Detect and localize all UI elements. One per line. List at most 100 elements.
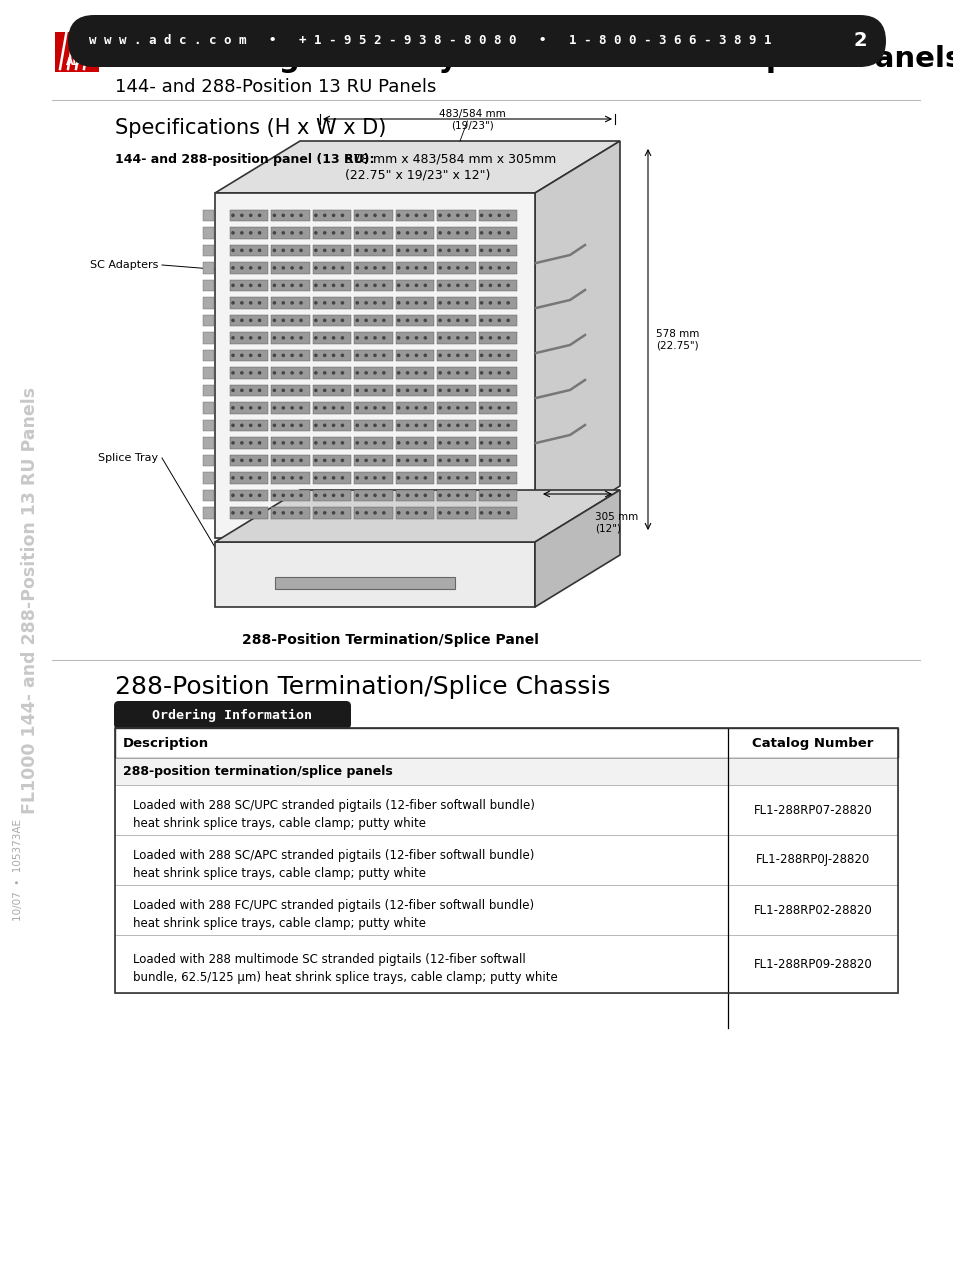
Circle shape bbox=[488, 476, 492, 480]
Circle shape bbox=[447, 214, 451, 218]
Circle shape bbox=[355, 388, 358, 392]
Circle shape bbox=[497, 336, 500, 340]
Circle shape bbox=[299, 406, 302, 410]
Text: SC Adapters: SC Adapters bbox=[90, 259, 158, 270]
Circle shape bbox=[231, 232, 234, 234]
Circle shape bbox=[273, 458, 276, 462]
Bar bbox=[395, 472, 434, 483]
Circle shape bbox=[299, 232, 302, 234]
Bar bbox=[354, 314, 393, 326]
Circle shape bbox=[405, 424, 409, 427]
Circle shape bbox=[437, 248, 441, 252]
Circle shape bbox=[488, 301, 492, 305]
Bar bbox=[478, 262, 517, 273]
Circle shape bbox=[381, 232, 385, 234]
Circle shape bbox=[396, 441, 400, 445]
Bar bbox=[478, 368, 517, 379]
Circle shape bbox=[240, 424, 243, 427]
Circle shape bbox=[464, 458, 468, 462]
Circle shape bbox=[290, 232, 294, 234]
Circle shape bbox=[447, 318, 451, 322]
Bar bbox=[272, 420, 310, 431]
Circle shape bbox=[340, 284, 344, 287]
Circle shape bbox=[240, 248, 243, 252]
Circle shape bbox=[355, 284, 358, 287]
Circle shape bbox=[249, 371, 253, 375]
Circle shape bbox=[423, 424, 427, 427]
Circle shape bbox=[456, 406, 459, 410]
Circle shape bbox=[415, 476, 417, 480]
Circle shape bbox=[373, 476, 376, 480]
Circle shape bbox=[506, 406, 510, 410]
Bar bbox=[354, 298, 393, 309]
Bar bbox=[354, 262, 393, 273]
Circle shape bbox=[415, 248, 417, 252]
Circle shape bbox=[464, 214, 468, 218]
Circle shape bbox=[479, 458, 483, 462]
Bar bbox=[478, 280, 517, 291]
Circle shape bbox=[340, 406, 344, 410]
Circle shape bbox=[423, 284, 427, 287]
Bar bbox=[395, 350, 434, 361]
Bar bbox=[115, 785, 897, 834]
FancyBboxPatch shape bbox=[113, 701, 351, 729]
Bar bbox=[313, 228, 351, 239]
Circle shape bbox=[396, 248, 400, 252]
Circle shape bbox=[497, 318, 500, 322]
Circle shape bbox=[373, 214, 376, 218]
Circle shape bbox=[231, 511, 234, 515]
Circle shape bbox=[249, 476, 253, 480]
Circle shape bbox=[364, 441, 368, 445]
Circle shape bbox=[396, 318, 400, 322]
Circle shape bbox=[437, 476, 441, 480]
Bar bbox=[230, 298, 268, 309]
Circle shape bbox=[332, 266, 335, 270]
Circle shape bbox=[322, 388, 326, 392]
Circle shape bbox=[364, 354, 368, 357]
Circle shape bbox=[373, 388, 376, 392]
Circle shape bbox=[497, 301, 500, 305]
Text: 578 mm
(22.75"): 578 mm (22.75") bbox=[656, 328, 699, 350]
Circle shape bbox=[314, 232, 317, 234]
Bar bbox=[436, 350, 476, 361]
Circle shape bbox=[355, 476, 358, 480]
Circle shape bbox=[456, 371, 459, 375]
Circle shape bbox=[381, 441, 385, 445]
Circle shape bbox=[273, 266, 276, 270]
Circle shape bbox=[423, 406, 427, 410]
Circle shape bbox=[381, 301, 385, 305]
Circle shape bbox=[249, 441, 253, 445]
Bar bbox=[230, 210, 268, 221]
Text: Specifications (H x W x D): Specifications (H x W x D) bbox=[115, 118, 386, 137]
Bar bbox=[313, 332, 351, 343]
Circle shape bbox=[340, 266, 344, 270]
Circle shape bbox=[322, 458, 326, 462]
Circle shape bbox=[249, 232, 253, 234]
Circle shape bbox=[423, 476, 427, 480]
Text: 144- and 288-position panel (13 RU):: 144- and 288-position panel (13 RU): bbox=[115, 153, 375, 167]
Circle shape bbox=[299, 284, 302, 287]
Bar bbox=[354, 438, 393, 449]
Text: FL1-288RP02-28820: FL1-288RP02-28820 bbox=[753, 903, 871, 917]
Circle shape bbox=[381, 354, 385, 357]
Bar bbox=[230, 490, 268, 501]
Circle shape bbox=[322, 248, 326, 252]
Circle shape bbox=[364, 266, 368, 270]
Bar bbox=[478, 350, 517, 361]
Circle shape bbox=[364, 371, 368, 375]
Circle shape bbox=[488, 284, 492, 287]
Circle shape bbox=[447, 301, 451, 305]
Circle shape bbox=[332, 336, 335, 340]
Circle shape bbox=[506, 388, 510, 392]
Circle shape bbox=[299, 441, 302, 445]
Circle shape bbox=[479, 232, 483, 234]
Circle shape bbox=[415, 266, 417, 270]
Circle shape bbox=[437, 511, 441, 515]
Circle shape bbox=[290, 284, 294, 287]
Circle shape bbox=[464, 336, 468, 340]
Bar bbox=[203, 350, 213, 361]
Circle shape bbox=[231, 424, 234, 427]
Circle shape bbox=[464, 371, 468, 375]
Bar bbox=[272, 508, 310, 519]
Circle shape bbox=[464, 284, 468, 287]
